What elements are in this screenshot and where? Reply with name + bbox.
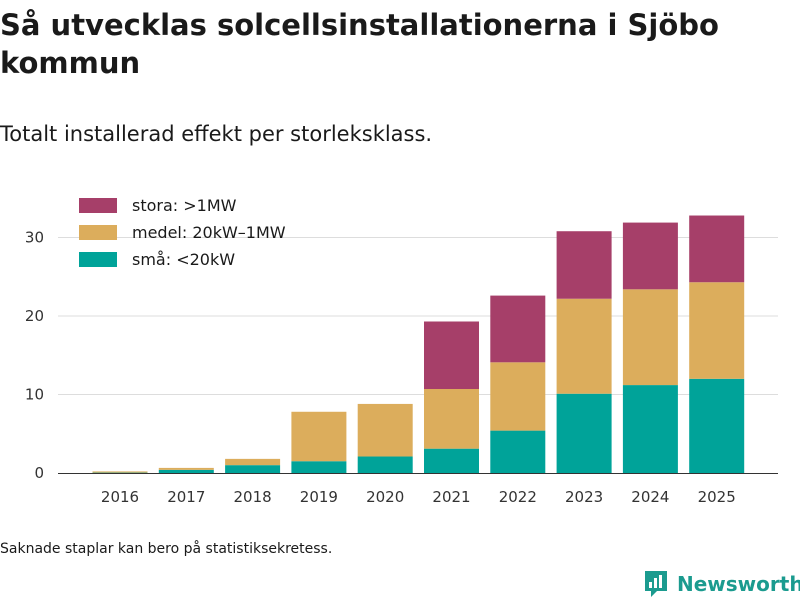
bar-segment [490, 295, 546, 363]
chart-title: Så utvecklas solcellsinstallationerna i … [0, 8, 719, 80]
brand-logo[interactable]: Newsworthy [643, 569, 800, 599]
footnote: Saknade staplar kan bero på statistiksek… [0, 541, 333, 557]
x-tick-label: 2019 [300, 488, 338, 506]
bar-segment [424, 321, 479, 390]
bar-segment [158, 467, 214, 470]
x-tick-label: 2025 [698, 488, 736, 506]
legend: stora: >1MW medel: 20kW–1MW små: <20kW [79, 196, 286, 269]
bar-segment [424, 389, 479, 449]
bar-segment [357, 403, 413, 457]
bar-segment [225, 458, 281, 466]
bar-segment [689, 282, 745, 379]
x-tick-label: 2017 [167, 488, 205, 506]
y-tick-label: 30 [25, 229, 44, 247]
bar-segment [158, 469, 214, 473]
bar-segment [689, 378, 745, 473]
y-tick-label: 0 [34, 464, 44, 482]
x-tick-label: 2022 [499, 488, 537, 506]
x-tick-label: 2016 [101, 488, 139, 506]
y-tick-label: 20 [25, 307, 44, 325]
legend-label: stora: >1MW [132, 196, 237, 215]
bar-segment [689, 215, 745, 283]
bar-segment [490, 430, 546, 473]
bar-segment [291, 461, 347, 473]
legend-swatch [79, 252, 117, 267]
legend-label: små: <20kW [132, 250, 235, 269]
bar-segment [556, 298, 612, 394]
y-axis-ticks: 0 10 20 30 [25, 229, 44, 483]
stacked-bar-chart: 0 10 20 30 2016 2017 2018 2019 2020 2021 2022 2023… [25, 196, 778, 506]
x-tick-label: 2018 [234, 488, 272, 506]
brand-name: Newsworthy [677, 572, 800, 596]
bar-segment [556, 393, 612, 473]
bar-segment [357, 456, 413, 473]
legend-swatch [79, 198, 117, 213]
bar-segment [424, 448, 479, 473]
legend-label: medel: 20kW–1MW [132, 223, 286, 242]
x-axis-ticks: 2016 2017 2018 2019 2020 2021 2022 2023 2024 2025 [101, 488, 736, 506]
bar-segment [291, 411, 347, 462]
newsworthy-logo-icon [645, 571, 667, 597]
x-tick-label: 2020 [366, 488, 404, 506]
legend-swatch [79, 225, 117, 240]
bar-segment [225, 465, 281, 473]
x-tick-label: 2021 [432, 488, 470, 506]
bar-segment [92, 471, 148, 473]
bar-segment [490, 362, 546, 431]
x-tick-label: 2024 [631, 488, 669, 506]
bar-segment [622, 385, 678, 473]
bar-segment [622, 222, 678, 290]
chart-subtitle: Totalt installerad effekt per storlekskl… [0, 122, 433, 146]
x-tick-label: 2023 [565, 488, 603, 506]
y-tick-label: 10 [25, 386, 44, 404]
bar-segment [556, 231, 612, 299]
bar-segment [622, 289, 678, 386]
bars [92, 215, 745, 473]
